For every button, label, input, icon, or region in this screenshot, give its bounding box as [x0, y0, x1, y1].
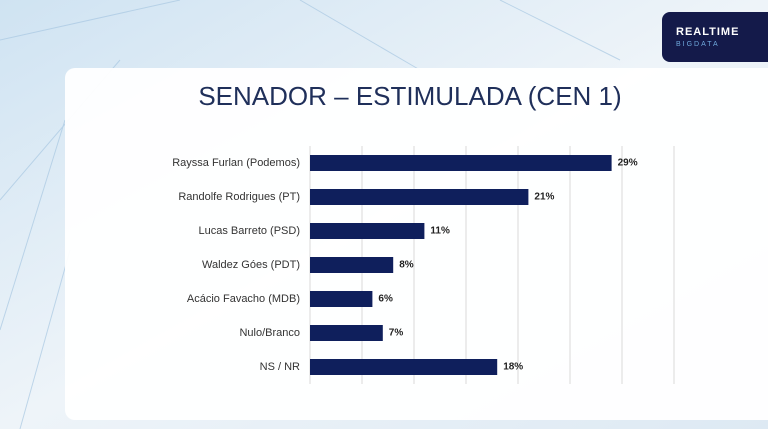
bar: [310, 257, 394, 273]
network-pattern: [0, 0, 621, 430]
category-label: NS / NR: [260, 361, 300, 373]
logo-subtext: BIGDATA: [676, 41, 720, 48]
data-label: 7%: [389, 328, 404, 339]
data-label: 29%: [618, 158, 638, 169]
category-label: Lucas Barreto (PSD): [199, 225, 300, 237]
logo-text: REALTIME: [676, 26, 739, 38]
data-label: 21%: [534, 192, 554, 203]
logo-box: [662, 12, 768, 62]
data-label: 6%: [378, 294, 393, 305]
category-label: Acácio Favacho (MDB): [187, 293, 300, 305]
data-label: 11%: [430, 226, 450, 237]
bar: [310, 155, 612, 171]
category-label: Randolfe Rodrigues (PT): [178, 191, 300, 203]
category-label: Rayssa Furlan (Podemos): [172, 157, 300, 169]
data-label: 8%: [399, 260, 414, 271]
data-label: 18%: [503, 362, 523, 373]
bar: [310, 359, 498, 375]
bar: [310, 325, 383, 341]
category-label: Nulo/Branco: [239, 327, 300, 339]
bar: [310, 223, 425, 239]
bar: [310, 189, 529, 205]
bar: [310, 291, 373, 307]
chart-title: SENADOR – ESTIMULADA (CEN 1): [198, 81, 621, 111]
category-label: Waldez Góes (PDT): [202, 259, 300, 271]
